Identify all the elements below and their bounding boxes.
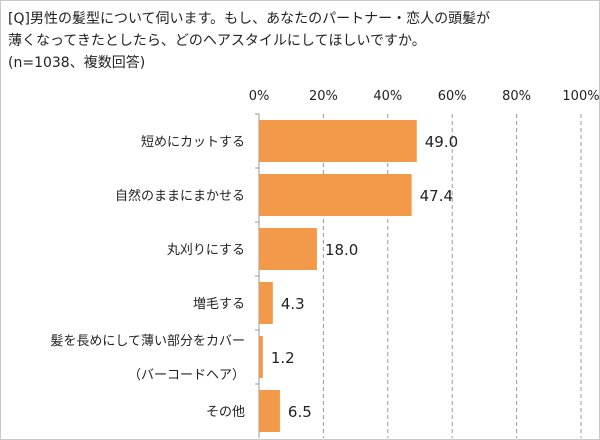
bar	[259, 228, 317, 270]
x-tick-label: 0%	[249, 89, 270, 104]
category-label: （バーコードヘア）	[128, 368, 245, 383]
title-line-1: [Q]男性の髪型について伺います。もし、あなたのパートナー・恋人の頭髪が	[8, 11, 491, 27]
data-label: 4.3	[281, 295, 305, 313]
x-tick-label: 20%	[309, 89, 338, 104]
data-label: 1.2	[271, 349, 295, 367]
x-tick-label: 100%	[562, 89, 599, 104]
category-label: 自然のままにまかせる	[115, 188, 245, 204]
x-tick-label: 60%	[438, 89, 467, 104]
bar	[259, 336, 263, 378]
category-label: 髪を長めにして薄い部分をカバー	[50, 334, 245, 349]
chart-title: [Q]男性の髪型について伺います。もし、あなたのパートナー・恋人の頭髪が 薄くな…	[8, 8, 490, 74]
data-label: 6.5	[288, 403, 312, 421]
data-label: 47.4	[420, 187, 453, 205]
category-label: その他	[206, 405, 245, 420]
data-label: 49.0	[425, 133, 458, 151]
data-label: 18.0	[325, 241, 358, 259]
category-label: 丸刈りにする	[167, 243, 245, 258]
bar	[259, 120, 417, 162]
category-label: 増毛する	[193, 297, 245, 312]
x-tick-label: 40%	[373, 89, 402, 104]
bar	[259, 282, 273, 324]
title-line-2: 薄くなってきたとしたら、どのヘアスタイルにしてほしいですか。	[8, 33, 426, 49]
category-label: 短めにカットする	[141, 135, 245, 150]
bar	[259, 174, 412, 216]
x-tick-label: 80%	[502, 89, 531, 104]
bar	[259, 390, 280, 432]
title-line-3: (n=1038、複数回答)	[8, 55, 146, 71]
